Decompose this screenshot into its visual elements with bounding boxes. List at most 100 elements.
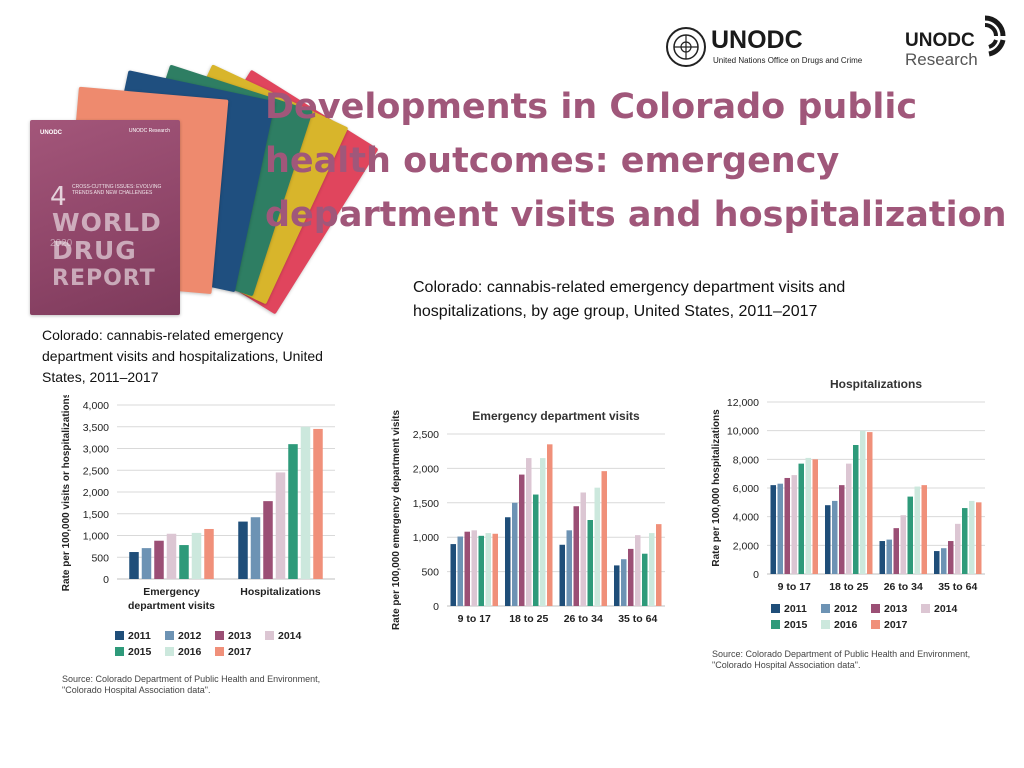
legend-swatch	[771, 620, 780, 629]
bar	[777, 483, 783, 574]
y-tick-label: 0	[433, 601, 439, 613]
bar	[948, 541, 954, 574]
bar	[976, 502, 982, 574]
x-tick-label: 26 to 34	[564, 613, 603, 625]
cover-logo-left: UNODC	[40, 130, 62, 136]
bar	[914, 486, 920, 574]
legend-label: 2012	[834, 603, 858, 615]
legend-label: 2016	[178, 646, 202, 658]
bar	[263, 501, 273, 579]
bar	[867, 432, 873, 574]
legend-label: 2011	[784, 603, 807, 615]
y-tick-label: 2,000	[733, 540, 759, 552]
cover-word-1: WORLD	[52, 208, 162, 237]
bar	[547, 444, 553, 606]
bar	[313, 428, 323, 579]
legend-label: 2017	[228, 646, 252, 658]
y-tick-label: 2,500	[413, 429, 439, 441]
bar	[533, 494, 539, 606]
source-left: Source: Colorado Department of Public He…	[62, 674, 321, 695]
y-tick-label: 10,000	[727, 426, 759, 438]
bar	[141, 548, 152, 579]
x-tick-label: 9 to 17	[778, 581, 811, 593]
bar	[154, 540, 164, 579]
x-tick-label: 9 to 17	[458, 613, 491, 625]
bar	[526, 458, 532, 606]
bar	[921, 485, 927, 574]
bar	[471, 530, 477, 606]
y-tick-label: 0	[753, 569, 759, 581]
bar	[594, 487, 600, 606]
caption-right: Colorado: cannabis-related emergency dep…	[413, 279, 846, 320]
chart-hospitalizations: Hospitalizations 12,000 10,000 8,000 6,000 4,…	[711, 380, 985, 631]
bar	[770, 485, 776, 574]
bar	[825, 505, 831, 574]
x-tick-label: 35 to 64	[938, 581, 977, 593]
bar	[642, 553, 648, 606]
bar	[191, 532, 202, 579]
bar	[566, 530, 572, 606]
legend-swatch	[215, 647, 224, 656]
bar	[628, 548, 634, 606]
legend-label: 2016	[834, 619, 858, 631]
y-tick-label: 1,500	[83, 509, 109, 521]
x-tick-label: 35 to 64	[618, 613, 657, 625]
bar	[784, 477, 790, 574]
bar	[204, 528, 214, 579]
bar	[250, 517, 261, 579]
bar	[179, 545, 189, 579]
legend-label: 2013	[228, 630, 252, 642]
report-cover-main: UNODC UNODC Research 4 CROSS-CUTTING ISS…	[30, 120, 180, 315]
bar	[288, 444, 298, 579]
y-tick-label: 2,000	[83, 487, 109, 499]
y-tick-label: 12,000	[727, 397, 759, 409]
caption-left: Colorado: cannabis-related emergency dep…	[42, 327, 323, 385]
bar	[238, 521, 248, 579]
bar	[656, 524, 662, 606]
bar	[485, 533, 491, 606]
y-tick-label: 2,000	[413, 463, 439, 475]
legend-label: 2014	[934, 603, 958, 615]
y-tick-label: 6,000	[733, 483, 759, 495]
bar	[900, 515, 906, 574]
y-tick-label: 1,000	[413, 532, 439, 544]
bar	[166, 533, 177, 579]
legend-label: 2015	[128, 646, 152, 658]
x-tick-label: 18 to 25	[829, 581, 868, 593]
bar	[505, 517, 511, 606]
legend-swatch	[871, 604, 880, 613]
bar	[512, 502, 518, 606]
bar	[519, 474, 525, 606]
bar	[955, 523, 961, 574]
research-swirl-icon	[984, 15, 1006, 57]
bar	[300, 426, 311, 579]
bar	[853, 445, 859, 574]
cover-logo-right: UNODC Research	[128, 128, 170, 134]
cover-year: 2020	[50, 238, 73, 249]
cover-number: 4	[50, 182, 67, 212]
bar	[587, 520, 593, 606]
legend-swatch	[871, 620, 880, 629]
chart-overall: 4,000 3,500 3,000 2,500 2,000 1,500 1,000 500 0 R…	[61, 395, 335, 658]
un-emblem-icon	[666, 27, 706, 67]
bar	[478, 535, 484, 606]
y-tick-label: 8,000	[733, 454, 759, 466]
y-tick-label: 0	[103, 574, 109, 586]
legend-label: 2011	[128, 630, 151, 642]
legend-swatch	[115, 631, 124, 640]
y-tick-label: 500	[91, 552, 109, 564]
y-tick-label: 4,000	[83, 400, 109, 412]
chart-ed-visits: Emergency department visits 2,500 2,000 1,5…	[391, 409, 665, 631]
bar	[846, 463, 852, 574]
y-tick-label: 1,500	[413, 498, 439, 510]
legend-label: 2013	[884, 603, 908, 615]
bar	[649, 533, 655, 606]
y-axis-label: Rate per 100,000 emergency department vi…	[391, 410, 402, 631]
unodc-logo: UNODC United Nations Office on Drugs and…	[665, 26, 875, 70]
x-tick-label: 18 to 25	[509, 613, 548, 625]
bar	[621, 559, 627, 606]
unodc-research-logo: UNODC Research	[905, 14, 1010, 70]
bar	[805, 457, 811, 574]
bar	[573, 506, 579, 606]
source-right: Source: Colorado Department of Public He…	[712, 649, 971, 670]
